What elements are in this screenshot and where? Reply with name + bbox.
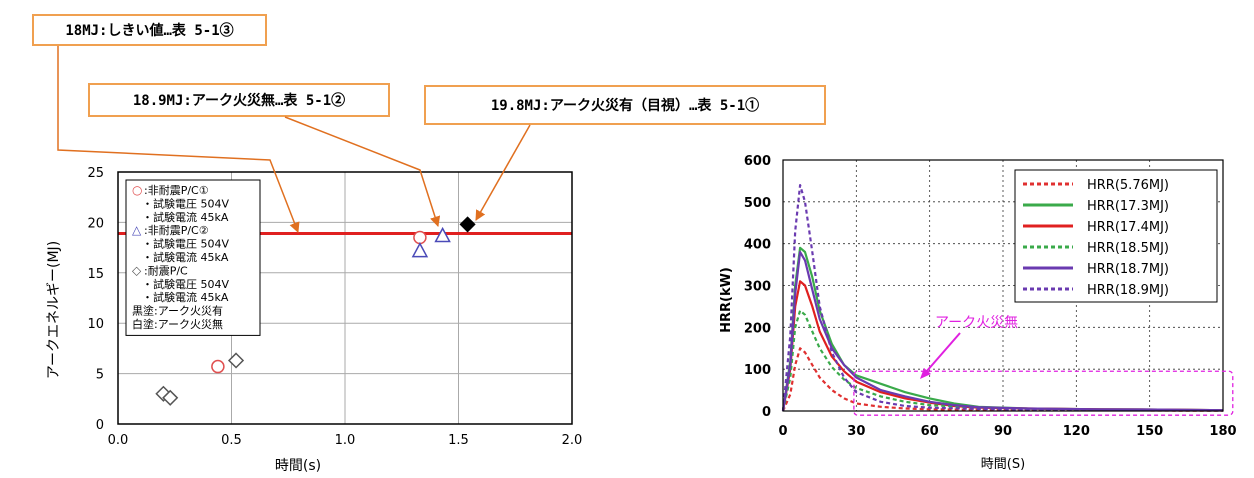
no-fire-arrow-head (920, 368, 931, 379)
right-x-tick-label: 120 (1063, 424, 1090, 439)
connector-18-9mj (284, 116, 441, 227)
right-chart-legend: HRR(5.76MJ) HRR(17.3MJ) HRR(17.4MJ) HRR(18.… (1014, 169, 1218, 303)
right-y-tick-label: 100 (744, 363, 771, 378)
right-x-tick-label: 0 (778, 424, 787, 439)
left-x-tick-label: 0.0 (108, 433, 129, 448)
no-fire-region-box (853, 370, 1234, 416)
left-chart-legend: ○:非耐震P/C①・試験電圧 504V・試験電流 45kA△:非耐震P/C②・試… (125, 179, 261, 336)
connector-threshold (57, 46, 300, 233)
right-y-tick-label: 600 (744, 154, 771, 169)
left-legend-marker: ○ (132, 183, 142, 197)
hrr-series-lines (781, 183, 1224, 412)
data-point-diamond (162, 389, 179, 406)
right-legend-label: HRR(17.4MJ) (1087, 220, 1169, 235)
right-plot-frame (782, 159, 1224, 412)
left-x-tick-label: 0.5 (221, 433, 242, 448)
right-chart-axes: 0 30 60 90 120 150 180 0 100 200 300 400 500 600 (744, 154, 1237, 439)
callout-18-9mj: 18.9MJ:アーク火災無…表 5-1② (88, 83, 390, 117)
left-legend-text: ・試験電圧 504V (142, 277, 229, 291)
scatter-points (155, 216, 476, 406)
no-fire-label: アーク火災無 (935, 315, 1018, 331)
right-x-tick-label: 90 (994, 424, 1012, 439)
right-x-axis-label: 時間(S) (981, 457, 1025, 472)
no-fire-arrow-line (925, 332, 961, 373)
left-legend-text: ・試験電流 45kA (142, 250, 229, 264)
data-point-diamond (459, 216, 476, 233)
left-legend-text: 白塗:アーク火災無 (132, 317, 223, 331)
callout-threshold-18mj: 18MJ:しきい値…表 5-1③ (32, 14, 267, 46)
right-y-tick-label: 0 (762, 405, 771, 420)
right-y-tick-label: 400 (744, 238, 771, 253)
left-legend-text: ・試験電流 45kA (142, 290, 229, 304)
data-point-diamond (227, 352, 245, 369)
left-y-tick-label: 20 (87, 216, 104, 231)
left-legend-text: ・試験電圧 504V (142, 237, 229, 251)
left-plot-frame (117, 171, 573, 425)
right-x-tick-label: 30 (847, 424, 865, 439)
right-y-tick-label: 200 (744, 321, 771, 336)
right-legend-label: HRR(17.3MJ) (1087, 199, 1169, 214)
right-y-axis-label: HRR(kW) (719, 267, 734, 333)
left-y-tick-label: 25 (87, 166, 104, 181)
no-fire-annotation: アーク火災無 (853, 315, 1234, 416)
right-x-tick-label: 60 (921, 424, 939, 439)
data-point-triangle (434, 226, 451, 243)
hrr-series-line (781, 250, 1224, 412)
left-chart-axes: 0.0 0.5 1.0 1.5 2.0 0 5 10 15 20 25 (87, 166, 582, 448)
left-x-tick-label: 1.0 (335, 433, 356, 448)
hrr-series-line (781, 183, 1224, 412)
left-x-tick-label: 1.5 (448, 433, 469, 448)
left-legend-marker: ◇ (132, 263, 142, 277)
connector-19-8mj (475, 124, 531, 221)
left-x-axis-label: 時間(s) (275, 458, 321, 474)
left-legend-text: :非耐震P/C② (144, 224, 209, 237)
right-legend-label: HRR(18.5MJ) (1087, 241, 1169, 256)
left-legend-marker: △ (132, 223, 142, 237)
right-legend-box (1014, 169, 1218, 303)
right-legend-label: HRR(18.7MJ) (1087, 262, 1169, 277)
hrr-line-chart: 0 30 60 90 120 150 180 0 100 200 300 400 500 600 HRR(… (719, 154, 1237, 472)
right-x-tick-label: 150 (1136, 424, 1163, 439)
left-y-tick-label: 15 (87, 267, 104, 282)
data-point-circle (211, 359, 225, 374)
left-y-axis-label: アークエネルギー(MJ) (46, 241, 62, 379)
left-y-tick-label: 0 (96, 418, 104, 433)
right-y-tick-label: 500 (744, 196, 771, 211)
left-legend-text: ・試験電流 45kA (142, 210, 229, 224)
left-legend-box (125, 179, 261, 336)
callout-19-8mj: 19.8MJ:アーク火災有（目視）…表 5-1① (424, 85, 826, 125)
right-x-tick-label: 180 (1209, 424, 1236, 439)
left-x-tick-label: 2.0 (562, 433, 583, 448)
right-legend-label: HRR(5.76MJ) (1087, 178, 1169, 193)
right-legend-label: HRR(18.9MJ) (1087, 283, 1169, 298)
left-y-tick-label: 10 (87, 317, 104, 332)
hrr-series-line (781, 347, 1223, 412)
data-point-triangle (411, 242, 429, 258)
left-legend-text: ・試験電圧 504V (142, 196, 229, 210)
left-y-tick-label: 5 (96, 368, 104, 383)
left-legend-text: :非耐震P/C① (144, 184, 209, 197)
left-legend-text: :耐震P/C (144, 264, 188, 277)
right-y-tick-label: 300 (744, 280, 771, 295)
left-legend-text: 黒塗:アーク火災有 (132, 304, 223, 318)
